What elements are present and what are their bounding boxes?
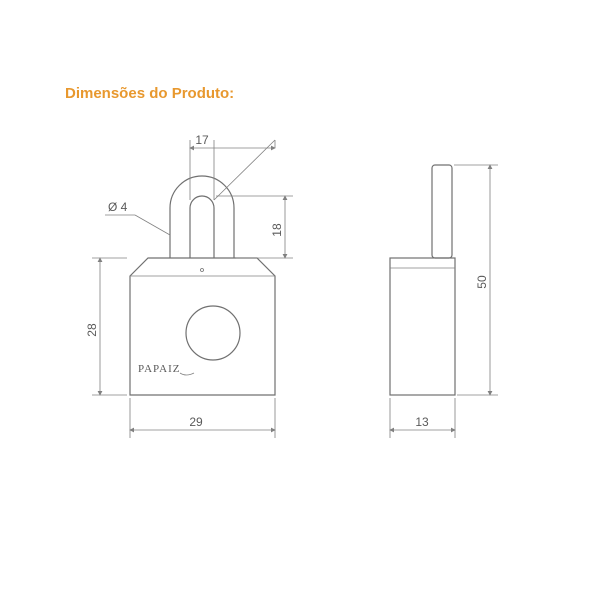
svg-text:18: 18 — [270, 223, 284, 237]
dim-total-height-50: 50 — [454, 165, 498, 395]
dim-shackle-span-17: 17 — [190, 133, 275, 200]
front-view: PAPAIZ 29 28 17 — [85, 133, 293, 438]
dim-width-13: 13 — [390, 398, 455, 438]
dim-width-29: 29 — [130, 398, 275, 438]
padlock-shackle-front — [170, 176, 234, 258]
svg-text:Ø 4: Ø 4 — [108, 200, 128, 214]
dim-height-28: 28 — [85, 258, 127, 395]
keyhole-circle — [186, 306, 240, 360]
dim-bar-dia: Ø 4 — [105, 200, 170, 235]
padlock-shackle-side — [432, 165, 452, 258]
svg-text:17: 17 — [195, 133, 209, 147]
svg-text:13: 13 — [415, 415, 429, 429]
technical-drawing: PAPAIZ 29 28 17 — [0, 0, 600, 600]
dim-shackle-height-18: 18 — [216, 196, 293, 258]
side-view: 13 50 — [390, 165, 498, 438]
svg-text:29: 29 — [189, 415, 203, 429]
pin-dot — [201, 269, 204, 272]
padlock-body-side — [390, 258, 455, 395]
brand-label: PAPAIZ — [138, 363, 181, 375]
svg-text:50: 50 — [475, 275, 489, 289]
svg-text:28: 28 — [85, 323, 99, 337]
